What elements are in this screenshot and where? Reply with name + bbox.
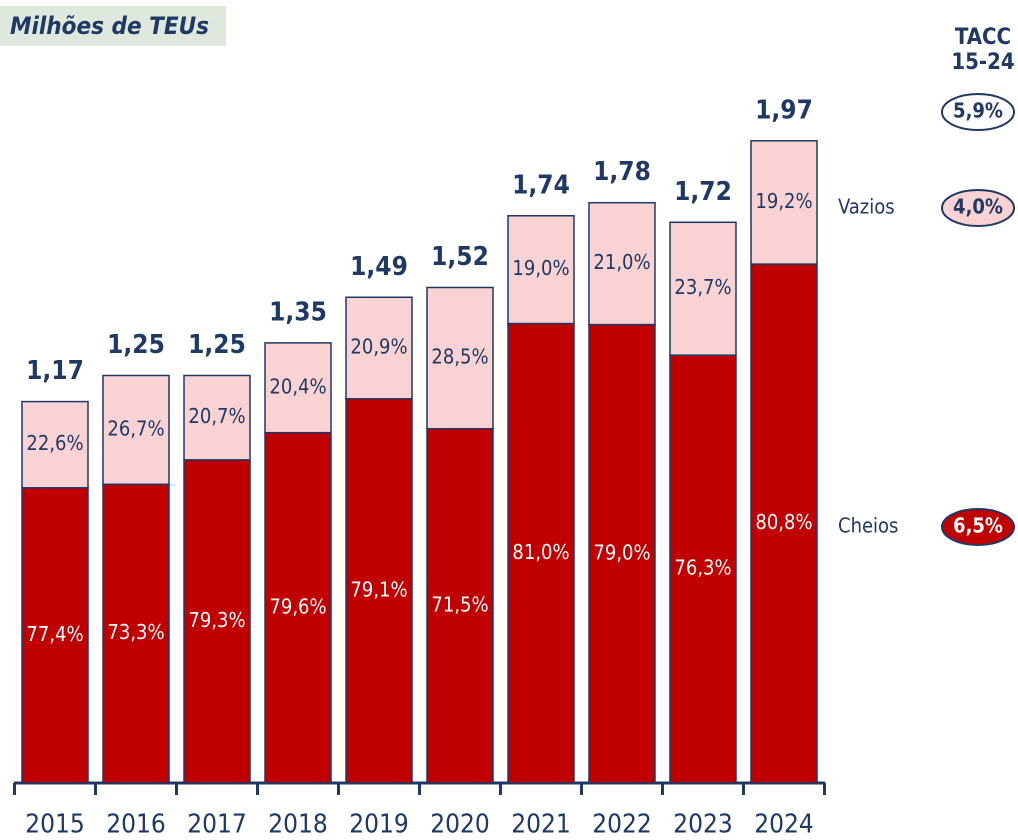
total-label: 1,25: [107, 330, 165, 360]
value-label: 20,9%: [350, 335, 407, 359]
cagr-title: TACC: [955, 25, 1011, 50]
bar-segment: [588, 323, 656, 784]
x-tick-label: 2016: [106, 810, 166, 840]
x-tick-label: 2017: [187, 810, 247, 840]
chart-title: Milhões de TEUs: [10, 12, 209, 40]
value-label: 71,5%: [431, 592, 488, 616]
x-tick-label: 2023: [673, 810, 733, 840]
value-label: 79,0%: [593, 540, 650, 564]
bar-segment: [669, 221, 737, 356]
bar-segment: [345, 296, 413, 400]
bar-segment: [102, 374, 170, 486]
x-tick-label: 2020: [430, 810, 490, 840]
cagr-badge: [941, 189, 1015, 227]
value-label: 26,7%: [107, 416, 164, 440]
bar-segment: [21, 400, 89, 489]
value-label: 28,5%: [431, 345, 488, 369]
total-label: 1,52: [431, 242, 489, 272]
x-tick-label: 2018: [268, 810, 328, 840]
x-tick-label: 2019: [349, 810, 409, 840]
cagr-badge: [941, 508, 1015, 546]
value-label: 73,3%: [107, 620, 164, 644]
bar-segment: [264, 342, 332, 434]
bar-segment: [102, 483, 170, 784]
value-label: 19,0%: [512, 256, 569, 280]
cagr-value: 4,0%: [953, 195, 1003, 219]
x-tick-label: 2015: [25, 810, 85, 840]
value-label: 19,2%: [755, 189, 812, 213]
cagr-value: 6,5%: [953, 514, 1003, 538]
bar-segment: [588, 201, 656, 326]
total-label: 1,78: [593, 157, 651, 187]
total-label: 1,49: [350, 252, 408, 282]
cagr-badge: [941, 93, 1015, 131]
value-label: 80,8%: [755, 510, 812, 534]
x-tick-label: 2022: [592, 810, 652, 840]
title-box: [0, 6, 226, 46]
cagr-title: 15-24: [951, 50, 1014, 75]
total-label: 1,17: [26, 356, 84, 386]
value-label: 23,7%: [674, 275, 731, 299]
value-label: 20,7%: [188, 404, 245, 428]
bar-segment: [21, 487, 89, 784]
bar-segment: [183, 374, 251, 461]
value-label: 79,3%: [188, 608, 245, 632]
bar-segment: [507, 215, 575, 325]
legend-label: Vazios: [838, 195, 895, 219]
total-label: 1,35: [269, 297, 327, 327]
bar-segment: [183, 459, 251, 784]
value-label: 79,6%: [269, 594, 326, 618]
legend-label: Cheios: [838, 514, 898, 538]
total-label: 1,97: [755, 95, 813, 125]
cagr-value: 5,9%: [953, 99, 1003, 123]
bar-segment: [426, 427, 494, 784]
total-label: 1,74: [512, 170, 570, 200]
bar-segment: [345, 398, 413, 784]
value-label: 22,6%: [26, 431, 83, 455]
value-label: 77,4%: [26, 622, 83, 646]
value-label: 79,1%: [350, 577, 407, 601]
value-label: 20,4%: [269, 374, 326, 398]
value-label: 76,3%: [674, 556, 731, 580]
x-tick-label: 2021: [511, 810, 571, 840]
bar-segment: [507, 322, 575, 784]
total-label: 1,25: [188, 330, 246, 360]
value-label: 21,0%: [593, 250, 650, 274]
bar-segment: [750, 263, 818, 784]
bar-segment: [426, 286, 494, 430]
bar-segment: [669, 354, 737, 784]
bar-segment: [750, 140, 818, 265]
x-tick-label: 2024: [754, 810, 814, 840]
total-label: 1,72: [674, 177, 732, 207]
value-label: 81,0%: [512, 540, 569, 564]
